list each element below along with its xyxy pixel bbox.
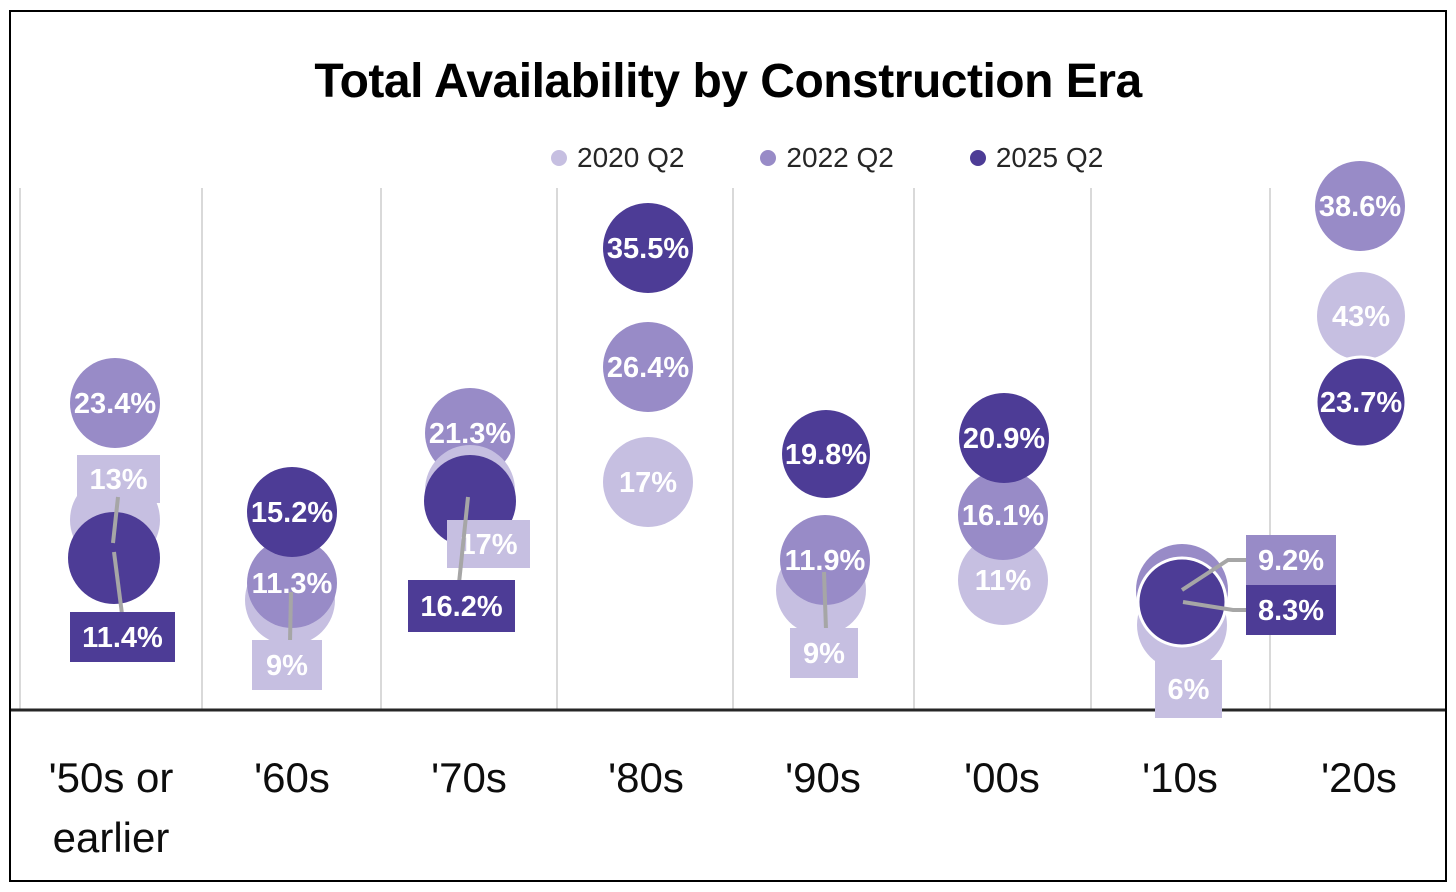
bubble-label-2020-q2: 43% <box>1332 301 1390 333</box>
label-box-text-2022-q2: 9.2% <box>1258 545 1324 577</box>
legend-dot-2020-q2 <box>551 150 567 166</box>
bubble-2022-q2 <box>247 538 337 628</box>
bubble-2025-q2 <box>1136 556 1228 648</box>
bubble-label-2022-q2: 21.3% <box>429 418 511 450</box>
legend-label: 2022 Q2 <box>786 142 894 173</box>
label-box-text-2020-q2: 6% <box>1168 674 1210 706</box>
leader-line <box>288 591 293 643</box>
label-box-text-2025-q2: 16.2% <box>420 591 502 623</box>
label-box-2022-q2 <box>1246 535 1336 585</box>
bubble-2025-q2 <box>603 203 693 293</box>
chart-title: Total Availability by Construction Era <box>314 55 1142 108</box>
bubble-label-2022-q2: 26.4% <box>607 352 689 384</box>
label-box-2025-q2 <box>70 612 175 662</box>
bubble-2025-q2 <box>782 410 870 498</box>
bubble-2020-q2 <box>958 535 1048 625</box>
bubble-label-2020-q2: 11% <box>975 565 1032 597</box>
bubble-label-2025-q2: 35.5% <box>607 233 689 265</box>
bubble-label-2025-q2: 20.9% <box>963 423 1045 455</box>
bubble-label-2020-q2: 17% <box>619 467 677 499</box>
label-box-2020-q2 <box>790 628 858 678</box>
bubble-label-2022-q2: 16.1% <box>962 500 1044 532</box>
label-box-2025-q2 <box>408 580 515 632</box>
bubble-label-2022-q2: 11.9% <box>785 545 866 577</box>
label-box-2020-q2 <box>77 455 160 503</box>
label-box-text-2020-q2: 17% <box>459 529 517 561</box>
leader-line <box>822 571 828 631</box>
legend-label: 2020 Q2 <box>577 142 685 173</box>
bubble-label-2022-q2: 23.4% <box>74 388 156 420</box>
bubble-2022-q2 <box>958 470 1048 560</box>
label-box-2025-q2 <box>1246 585 1336 635</box>
bubble-label-2025-q2: 19.8% <box>785 439 867 471</box>
label-box-text-2025-q2: 8.3% <box>1258 595 1324 627</box>
bubble-2025-q2 <box>1314 355 1408 449</box>
bubble-2022-q2 <box>780 515 870 605</box>
bubble-2022-q2 <box>70 358 160 448</box>
bubble-label-2025-q2: 15.2% <box>251 497 333 529</box>
legend-item-2020-q2: 2020 Q2 <box>551 144 684 172</box>
label-box-text-2020-q2: 9% <box>803 638 845 670</box>
leader-line <box>111 496 120 544</box>
leader-line <box>1182 600 1247 612</box>
leader-line <box>457 496 470 584</box>
bubble-label-2022-q2: 38.6% <box>1319 191 1401 223</box>
label-box-2020-q2 <box>1155 660 1222 718</box>
legend: 2020 Q2 2022 Q2 2025 Q2 <box>551 144 1103 172</box>
legend-dot-2025-q2 <box>969 150 986 166</box>
label-box-2020-q2 <box>252 640 322 690</box>
bubble-2020-q2 <box>603 437 693 527</box>
legend-item-2022-q2: 2022 Q2 <box>760 142 894 173</box>
bubble-2022-q2 <box>603 322 693 412</box>
leader-line <box>112 551 124 615</box>
bubble-2020-q2 <box>1317 272 1405 360</box>
bubble-2022-q2 <box>1315 161 1405 251</box>
label-box-text-2025-q2: 11.4% <box>82 622 163 654</box>
bubble-label-2025-q2: 23.7% <box>1320 387 1402 419</box>
leader-line <box>1180 558 1247 592</box>
label-box-text-2020-q2: 9% <box>266 650 308 682</box>
bubble-2025-q2 <box>959 393 1049 483</box>
legend-dot-2022-q2 <box>760 150 777 166</box>
label-box-text-2020-q2: 13% <box>89 464 147 496</box>
bubble-2025-q2 <box>247 467 337 557</box>
legend-label: 2025 Q2 <box>995 142 1104 173</box>
legend-item-2025-q2: 2025 Q2 <box>969 142 1104 173</box>
